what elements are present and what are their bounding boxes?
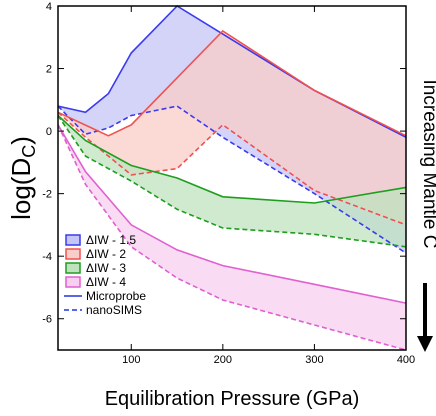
legend-swatch-4 [65, 276, 81, 288]
y-tick-label: 0 [46, 126, 52, 138]
y-axis-title: log(DC) [6, 136, 39, 220]
y-tick-label: -4 [42, 251, 52, 263]
right-annotation: Increasing Mantle C [419, 80, 436, 249]
y-axis-title-sub: C [19, 145, 39, 158]
y-tick-label: 4 [46, 1, 52, 13]
nanosims-line-3 [57, 115, 407, 248]
legend-label-4: ΔIW - 4 [86, 275, 126, 289]
legend-label-dashed: nanoSIMS [86, 303, 142, 317]
nanosims-line-1 [57, 105, 407, 254]
x-tick-label: 200 [214, 354, 232, 366]
legend-label-3: ΔIW - 3 [86, 261, 126, 275]
y-axis-ticks: -6 -4 -2 0 2 4 [42, 1, 406, 326]
band-fill-3 [58, 115, 406, 247]
x-axis-ticks: 100 200 300 400 [122, 6, 415, 366]
x-axis-title: Equilibration Pressure (GPa) [105, 388, 360, 410]
series-lines [57, 4, 407, 351]
legend-label-1: ΔIW - 1.5 [86, 233, 136, 247]
legend-swatch-3 [65, 262, 81, 274]
increasing-arrow-icon [417, 283, 433, 352]
legend-swatch-1 [65, 234, 81, 246]
legend-label-2: ΔIW - 2 [86, 247, 126, 261]
x-tick-label: 100 [122, 354, 140, 366]
series-fills [58, 6, 406, 350]
y-tick-label: 2 [46, 64, 52, 76]
legend-label-solid: Microprobe [86, 289, 146, 303]
microprobe-line-4 [57, 124, 407, 304]
nanosims-line-4 [57, 124, 407, 351]
band-fill-4 [58, 124, 406, 350]
y-axis-title-close: ) [6, 136, 36, 145]
x-tick-label: 300 [305, 354, 323, 366]
legend-swatch-2 [65, 248, 81, 260]
y-tick-label: -6 [42, 314, 52, 326]
y-axis-title-main: log(D [6, 158, 36, 220]
microprobe-line-3 [57, 114, 407, 204]
x-tick-label: 400 [397, 354, 415, 366]
plot-frame [57, 5, 407, 351]
microprobe-line-2 [57, 29, 407, 137]
y-tick-label: -2 [42, 189, 52, 201]
band-fill-2 [58, 31, 406, 225]
